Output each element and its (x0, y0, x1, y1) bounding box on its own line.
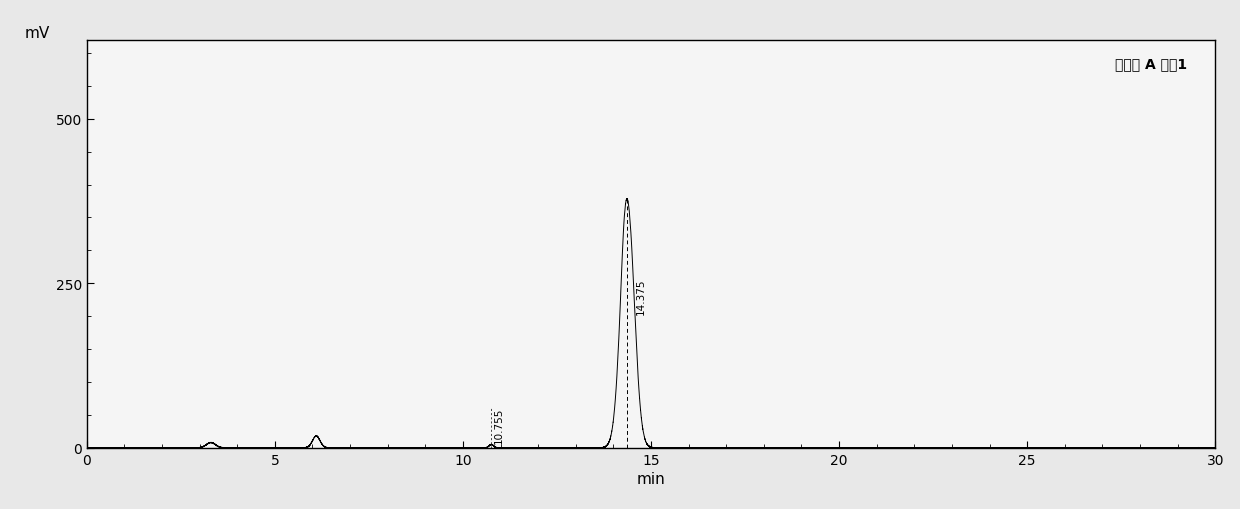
Text: 14.375: 14.375 (636, 278, 646, 314)
Text: 检测器 A 通道1: 检测器 A 通道1 (1115, 57, 1187, 71)
Text: mV: mV (25, 25, 50, 40)
X-axis label: min: min (636, 471, 666, 486)
Text: 10.755: 10.755 (494, 406, 503, 443)
